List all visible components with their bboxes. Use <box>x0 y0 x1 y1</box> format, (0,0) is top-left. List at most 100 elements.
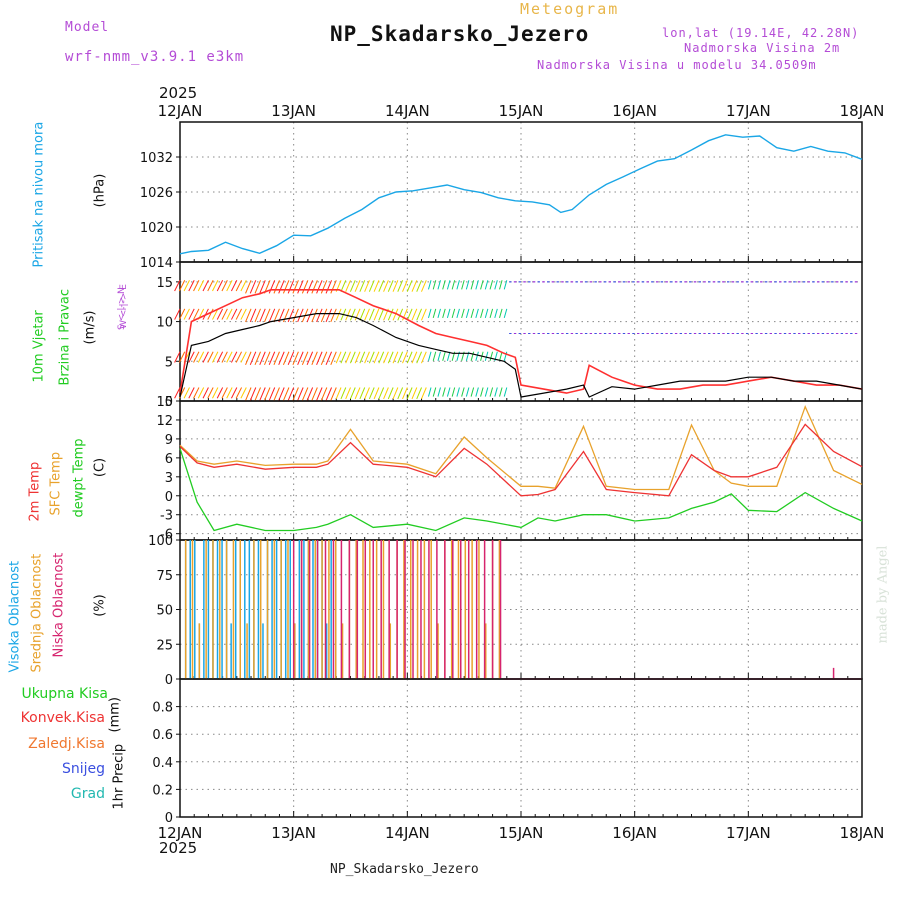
wind-barb <box>287 308 295 323</box>
wind-barb <box>330 280 337 294</box>
footer-station: NP_Skadarsko_Jezero <box>330 862 479 877</box>
wind-barb <box>249 351 257 366</box>
wind-barb <box>470 308 475 319</box>
wind-barb <box>316 387 323 401</box>
x-tick-label-top: 12JAN <box>158 102 203 120</box>
y-tick-label: 3 <box>165 471 173 486</box>
wind-barb <box>226 308 233 320</box>
wind-barb <box>416 280 423 292</box>
wind-barb <box>235 351 243 363</box>
station-title: NP_Skadarsko_Jezero <box>330 22 590 46</box>
wind-barb <box>470 280 475 290</box>
wind-barb <box>183 387 190 399</box>
wind-barb <box>230 387 238 399</box>
wind-barb <box>397 387 404 400</box>
wind-barb <box>461 308 465 319</box>
wind-barb <box>489 351 494 361</box>
y-tick-label: -6 <box>160 528 173 543</box>
wind-barb <box>240 351 247 363</box>
wind-barb <box>320 351 328 366</box>
wind-barb <box>480 280 484 290</box>
y-tick-label: 0.4 <box>152 756 173 771</box>
x-tick-label-bottom: 16JAN <box>612 824 657 842</box>
wind-barb <box>273 387 280 401</box>
wind-barb <box>480 308 484 319</box>
wind-barb <box>364 351 370 364</box>
wind-barb <box>174 351 181 363</box>
wind-barb <box>212 308 219 320</box>
wind-barb <box>273 308 280 323</box>
wind-barb <box>368 387 375 400</box>
wind-barb <box>368 308 375 321</box>
wind-barb <box>287 351 295 366</box>
wind-barb <box>499 280 503 290</box>
wind-barb <box>330 308 337 323</box>
y-tick-label: 50 <box>156 604 173 619</box>
wind-barb <box>264 308 271 323</box>
wind-barb <box>378 280 385 292</box>
wind-barb <box>364 387 370 400</box>
wind-barb <box>292 351 299 366</box>
wind-barb <box>273 280 280 294</box>
wind-barb <box>503 387 508 397</box>
wind-barb <box>378 387 385 400</box>
y-tick-label: 15 <box>156 395 173 410</box>
wind-barb <box>416 351 423 364</box>
y-tick-label: 1020 <box>140 221 173 236</box>
wind-barb <box>207 387 214 399</box>
wind-barb <box>311 351 318 366</box>
wind-barb <box>320 387 328 401</box>
wind-barb <box>178 351 186 363</box>
wind-barb <box>301 387 309 401</box>
wind-barb <box>364 308 370 321</box>
x-tick-label-top: 17JAN <box>726 102 771 120</box>
y-tick-label: 10 <box>156 316 173 331</box>
wind-barb <box>278 351 285 366</box>
year-bottom: 2025 <box>159 839 198 857</box>
wind-barb <box>392 308 399 321</box>
wind-barb <box>420 351 427 364</box>
x-tick-label-bottom: 14JAN <box>385 824 430 842</box>
wind-barb <box>188 351 195 363</box>
wind-barb <box>330 351 337 366</box>
y-tick-label: 0 <box>165 673 173 688</box>
wind-barb <box>499 308 503 319</box>
wind-barb <box>235 387 243 399</box>
wind-barb <box>245 351 252 366</box>
wind-barb <box>188 387 195 399</box>
legend-convective-rain: Konvek.Kisa <box>20 710 105 726</box>
wind-barb <box>411 387 418 400</box>
x-tick-label-bottom: 18JAN <box>840 824 885 842</box>
wind-barb <box>268 280 276 294</box>
wind-barb <box>226 387 233 399</box>
wind-barb <box>432 387 437 397</box>
legend-total-rain: Ukupna Kisa <box>21 686 108 702</box>
wind-barb <box>340 387 347 400</box>
wind-barb <box>456 280 460 290</box>
wind-barb <box>264 387 271 401</box>
wind-barb <box>484 351 489 361</box>
wind-barb <box>484 387 489 397</box>
wind-barb <box>212 351 219 363</box>
wind-barb <box>465 280 470 290</box>
wind-barb <box>316 280 323 294</box>
t2m-line <box>179 423 863 497</box>
wind-barb <box>193 308 200 320</box>
wind-barb <box>503 351 508 361</box>
y-tick-label: 1026 <box>140 186 173 201</box>
wind-barb <box>442 308 446 319</box>
legend-snow: Snijeg <box>61 761 105 777</box>
wind-barb <box>489 308 494 319</box>
wind-barb <box>188 308 195 320</box>
panel-frame-2 <box>179 400 863 541</box>
wind-barb <box>345 280 351 292</box>
wind-barb <box>432 280 437 290</box>
wind-barb <box>340 280 347 292</box>
y-tick-label: 9 <box>165 433 173 448</box>
wind-barb <box>264 351 271 366</box>
wind-barb <box>470 351 475 361</box>
wind-barb <box>306 308 314 323</box>
pressure-line <box>179 134 863 255</box>
wind-barb <box>446 308 451 319</box>
wind-barb <box>420 387 427 400</box>
